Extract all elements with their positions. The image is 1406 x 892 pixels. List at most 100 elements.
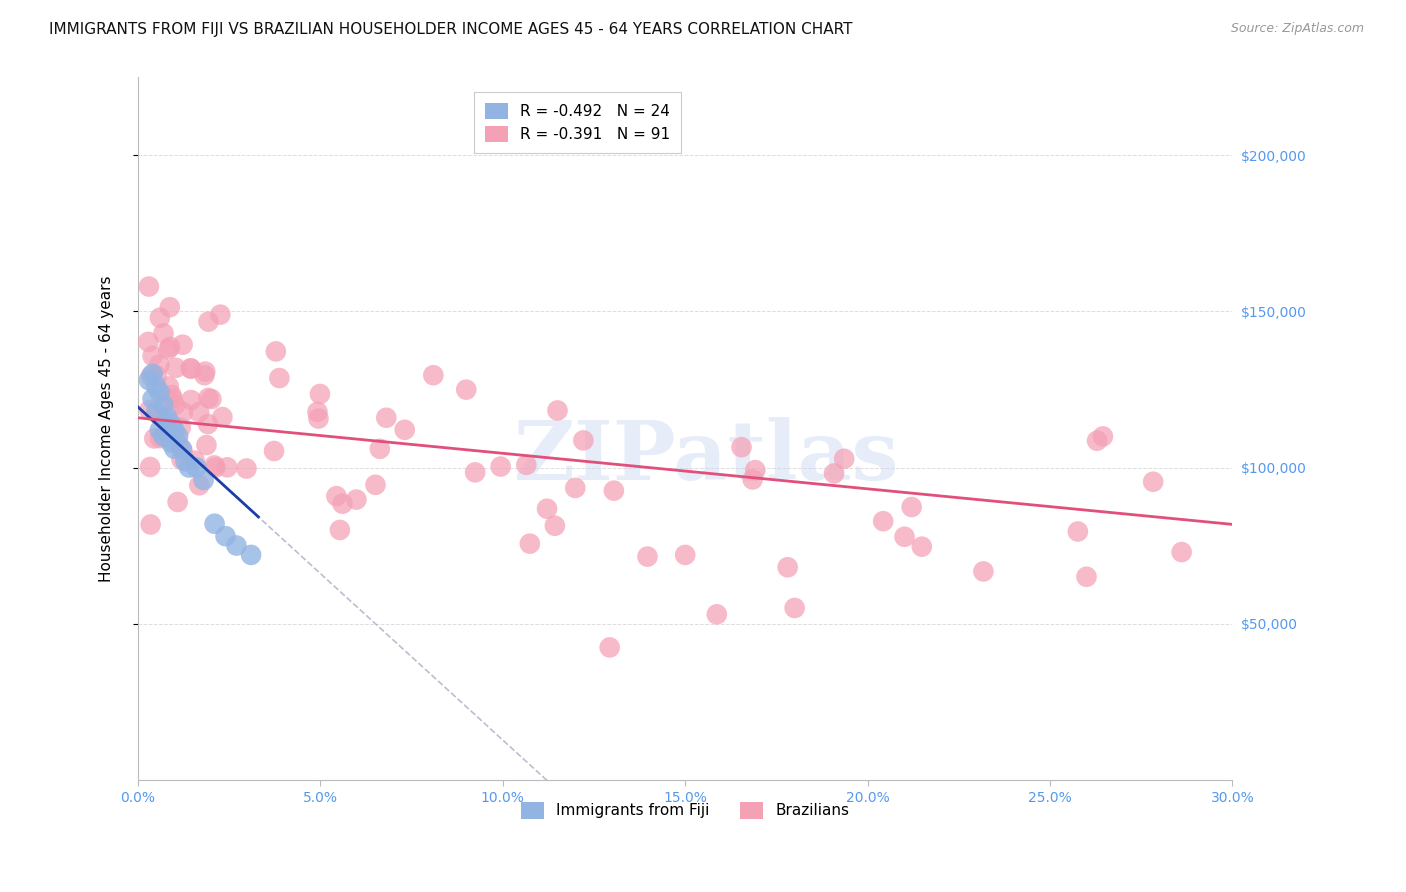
Point bbox=[1076, 570, 1098, 584]
Point bbox=[329, 523, 352, 537]
Point bbox=[572, 434, 595, 448]
Point bbox=[911, 540, 934, 554]
Point bbox=[159, 300, 181, 314]
Point bbox=[603, 483, 626, 498]
Point bbox=[149, 310, 172, 325]
Legend: Immigrants from Fiji, Brazilians: Immigrants from Fiji, Brazilians bbox=[515, 796, 855, 824]
Point bbox=[172, 337, 194, 351]
Point bbox=[193, 368, 215, 383]
Point bbox=[174, 454, 197, 468]
Point bbox=[1067, 524, 1090, 539]
Point bbox=[1091, 429, 1114, 443]
Point bbox=[159, 435, 181, 450]
Point bbox=[204, 460, 226, 475]
Point bbox=[394, 423, 416, 437]
Point bbox=[165, 360, 187, 375]
Point bbox=[172, 405, 194, 419]
Point bbox=[139, 517, 162, 532]
Point bbox=[156, 410, 179, 425]
Point bbox=[163, 423, 186, 437]
Point bbox=[422, 368, 444, 383]
Point bbox=[172, 443, 194, 458]
Point bbox=[197, 391, 219, 405]
Point bbox=[741, 472, 763, 486]
Point bbox=[197, 417, 219, 431]
Point bbox=[193, 473, 215, 487]
Point bbox=[149, 431, 172, 445]
Point bbox=[138, 403, 160, 417]
Point bbox=[145, 379, 167, 393]
Point bbox=[489, 459, 512, 474]
Point bbox=[142, 392, 165, 406]
Point bbox=[456, 383, 478, 397]
Point bbox=[188, 405, 211, 419]
Point bbox=[180, 361, 202, 376]
Text: IMMIGRANTS FROM FIJI VS BRAZILIAN HOUSEHOLDER INCOME AGES 45 - 64 YEARS CORRELAT: IMMIGRANTS FROM FIJI VS BRAZILIAN HOUSEH… bbox=[49, 22, 852, 37]
Point bbox=[269, 371, 291, 385]
Point bbox=[186, 460, 208, 475]
Y-axis label: Householder Income Ages 45 - 64 years: Householder Income Ages 45 - 64 years bbox=[100, 276, 114, 582]
Point bbox=[146, 407, 169, 421]
Point bbox=[900, 500, 922, 514]
Point bbox=[142, 367, 165, 381]
Point bbox=[515, 458, 537, 472]
Point bbox=[832, 451, 855, 466]
Point bbox=[823, 467, 845, 481]
Point bbox=[157, 343, 180, 357]
Point bbox=[211, 410, 233, 425]
Point bbox=[170, 442, 193, 456]
Point bbox=[138, 279, 160, 293]
Point bbox=[673, 548, 696, 562]
Point bbox=[263, 444, 285, 458]
Point bbox=[209, 308, 232, 322]
Point bbox=[167, 429, 190, 443]
Point bbox=[217, 460, 239, 475]
Point bbox=[225, 539, 247, 553]
Point bbox=[364, 478, 387, 492]
Point bbox=[599, 640, 621, 655]
Point bbox=[180, 393, 202, 408]
Point bbox=[264, 344, 287, 359]
Point bbox=[188, 478, 211, 492]
Point bbox=[637, 549, 659, 564]
Point bbox=[159, 340, 181, 354]
Point bbox=[564, 481, 586, 495]
Point bbox=[143, 432, 166, 446]
Point bbox=[157, 379, 180, 393]
Point bbox=[972, 565, 994, 579]
Point bbox=[177, 460, 200, 475]
Point bbox=[149, 423, 172, 437]
Point bbox=[368, 442, 391, 456]
Point bbox=[136, 334, 159, 349]
Point bbox=[783, 601, 806, 615]
Point bbox=[139, 460, 162, 475]
Point bbox=[180, 361, 202, 376]
Point bbox=[195, 438, 218, 452]
Point bbox=[183, 453, 205, 467]
Point bbox=[519, 536, 541, 550]
Point bbox=[307, 405, 329, 419]
Point bbox=[200, 392, 222, 406]
Point bbox=[155, 414, 177, 428]
Point bbox=[214, 529, 236, 543]
Point bbox=[1170, 545, 1192, 559]
Point bbox=[149, 385, 172, 400]
Point bbox=[240, 548, 263, 562]
Point bbox=[162, 392, 184, 406]
Point bbox=[204, 516, 226, 531]
Point bbox=[1085, 434, 1108, 448]
Point bbox=[167, 438, 190, 452]
Point bbox=[170, 421, 193, 435]
Point bbox=[152, 398, 174, 412]
Point bbox=[145, 404, 167, 418]
Text: ZIPatlas: ZIPatlas bbox=[515, 417, 900, 497]
Point bbox=[744, 463, 766, 477]
Point bbox=[706, 607, 728, 622]
Point bbox=[1142, 475, 1164, 489]
Point bbox=[544, 518, 567, 533]
Point bbox=[139, 369, 162, 384]
Point bbox=[166, 495, 188, 509]
Point bbox=[375, 410, 398, 425]
Point bbox=[332, 497, 354, 511]
Point bbox=[202, 458, 225, 473]
